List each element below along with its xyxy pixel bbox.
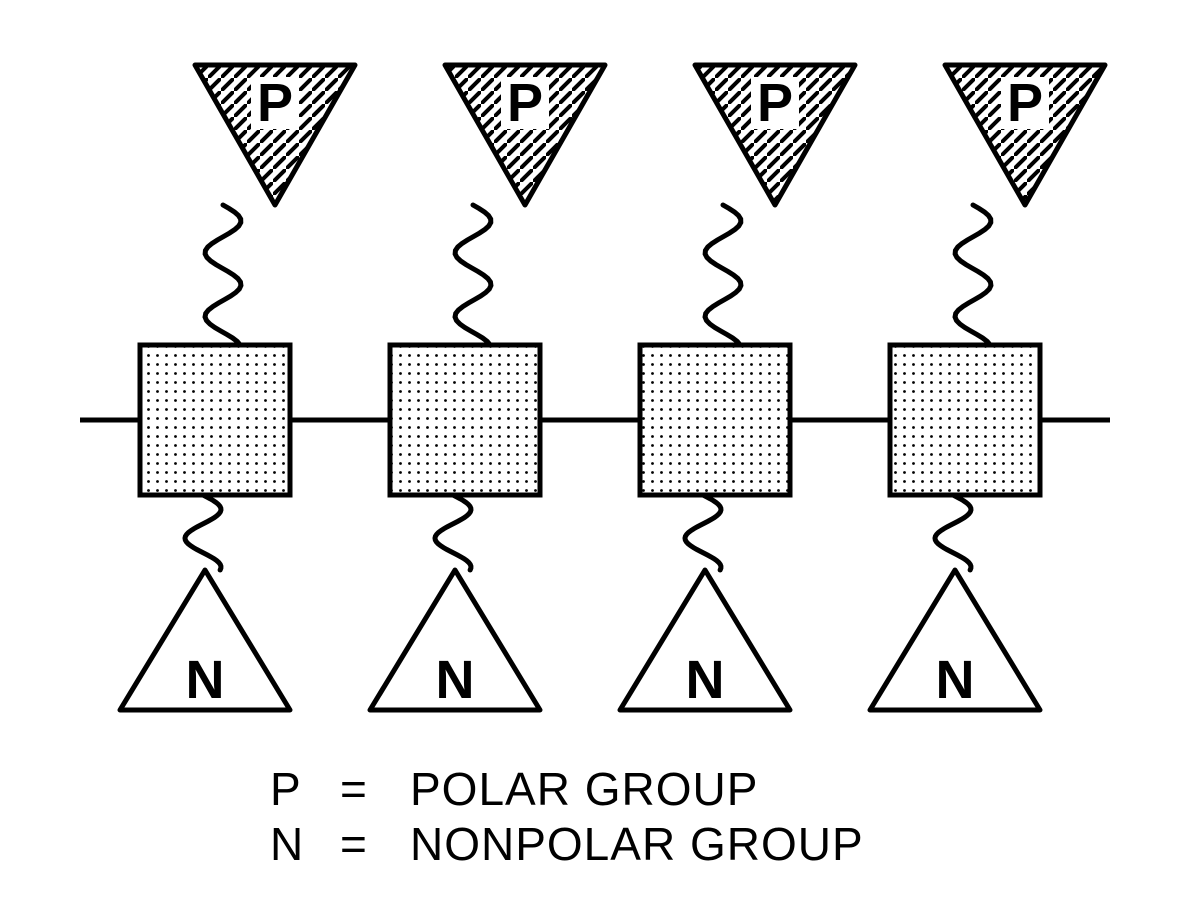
polar-label: P	[757, 73, 793, 133]
monomer-square	[890, 345, 1040, 495]
tether-top	[705, 205, 741, 345]
nonpolar-label: N	[436, 650, 475, 710]
legend-line-polar-left: P	[270, 763, 301, 815]
tether-top	[955, 205, 991, 345]
tether-top	[205, 205, 241, 345]
nonpolar-label: N	[686, 650, 725, 710]
polymer-diagram: PNPNPNPNP=POLAR GROUPN=NONPOLAR GROUP	[0, 0, 1190, 904]
polar-label: P	[507, 73, 543, 133]
monomer-square	[640, 345, 790, 495]
legend-line-nonpolar-left: N	[270, 818, 303, 870]
legend-line-nonpolar-eq: =	[340, 818, 367, 870]
monomer-square	[390, 345, 540, 495]
nonpolar-label: N	[936, 650, 975, 710]
legend-line-polar-right: POLAR GROUP	[410, 763, 758, 815]
tether-bottom	[435, 495, 471, 570]
legend-line-polar-eq: =	[340, 763, 367, 815]
legend-line-polar: P = POLAR GROUP	[270, 763, 758, 815]
polar-label: P	[257, 73, 293, 133]
legend-line-nonpolar-right: NONPOLAR GROUP	[410, 818, 864, 870]
monomer-square	[140, 345, 290, 495]
tether-bottom	[935, 495, 971, 570]
polar-label: P	[1007, 73, 1043, 133]
tether-bottom	[185, 495, 221, 570]
tether-bottom	[685, 495, 721, 570]
nonpolar-label: N	[186, 650, 225, 710]
tether-top	[455, 205, 491, 345]
legend-line-nonpolar: N = NONPOLAR GROUP	[270, 818, 864, 870]
